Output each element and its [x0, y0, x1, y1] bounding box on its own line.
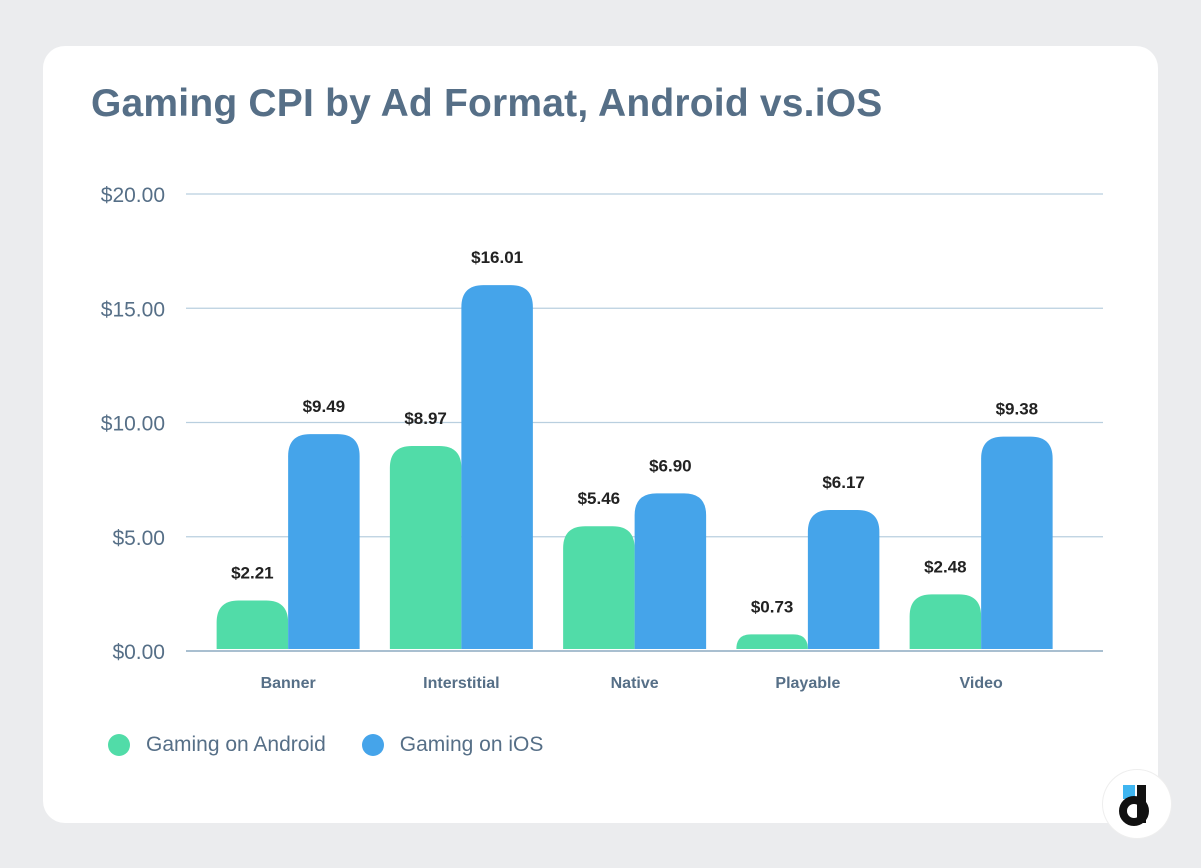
gridlines — [186, 193, 1103, 652]
data-label: $6.90 — [649, 456, 692, 475]
data-label: $0.73 — [751, 597, 794, 616]
legend-item-android[interactable]: Gaming on Android — [108, 733, 326, 757]
x-tick-label: Playable — [775, 675, 840, 692]
bar-playable-ios — [807, 510, 880, 649]
data-label: $5.46 — [578, 489, 621, 508]
logo-d-icon — [1119, 785, 1149, 826]
chart-title: Gaming CPI by Ad Format, Android vs.iOS — [91, 82, 883, 125]
data-label: $8.97 — [404, 409, 447, 428]
data-label: $6.17 — [822, 473, 865, 492]
data-label: $2.48 — [924, 557, 967, 576]
x-tick-label: Video — [959, 675, 1003, 692]
bar-native-ios — [634, 493, 707, 649]
bar-video-android — [909, 594, 982, 649]
data-labels: $2.21 $9.49 $8.97 $16.01 $5.46 $6.90 $0.73 $6.1… — [231, 248, 1038, 616]
data-label: $2.21 — [231, 564, 274, 583]
legend-label-ios: Gaming on iOS — [399, 733, 544, 756]
legend-item-ios[interactable]: Gaming on iOS — [361, 733, 544, 757]
y-tick-label: $20.00 — [101, 184, 165, 207]
bar-banner-android — [216, 600, 289, 649]
bar-playable-android — [736, 634, 808, 649]
data-label: $9.38 — [996, 400, 1039, 419]
chart-card — [43, 46, 1158, 823]
bar-banner-ios — [288, 434, 360, 649]
x-axis-ticks: Banner Interstitial Native Playable Video — [261, 675, 1003, 692]
y-tick-label: $5.00 — [112, 527, 165, 550]
bar-video-ios — [981, 436, 1053, 649]
data-label: $9.49 — [303, 397, 346, 416]
y-axis-ticks: $0.00 $5.00 $10.00 $15.00 $20.00 — [101, 184, 165, 664]
legend: Gaming on Android Gaming on iOS — [108, 733, 579, 757]
data-label: $16.01 — [471, 248, 523, 267]
bar-interstitial-ios — [461, 285, 533, 649]
x-tick-label: Banner — [261, 675, 316, 692]
x-tick-label: Interstitial — [423, 675, 499, 692]
y-tick-label: $15.00 — [101, 298, 165, 321]
brand-logo — [1103, 770, 1171, 838]
bar-interstitial-android — [389, 446, 462, 649]
legend-swatch-android — [108, 734, 130, 756]
legend-label-android: Gaming on Android — [146, 733, 326, 756]
y-tick-label: $0.00 — [112, 641, 165, 664]
legend-swatch-ios — [361, 734, 384, 756]
y-tick-label: $10.00 — [101, 413, 165, 436]
x-tick-label: Native — [611, 675, 659, 692]
bars — [216, 285, 1053, 649]
bar-native-android — [563, 526, 635, 649]
